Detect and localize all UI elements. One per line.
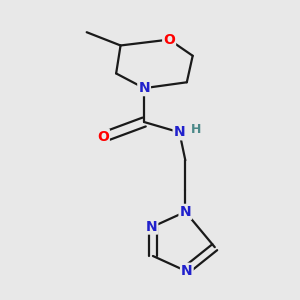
Text: N: N xyxy=(174,125,185,139)
Text: N: N xyxy=(181,264,193,278)
Text: O: O xyxy=(163,33,175,46)
Text: H: H xyxy=(190,123,201,136)
Text: O: O xyxy=(97,130,109,144)
Text: N: N xyxy=(146,220,157,234)
Text: N: N xyxy=(138,81,150,95)
Text: N: N xyxy=(179,205,191,219)
